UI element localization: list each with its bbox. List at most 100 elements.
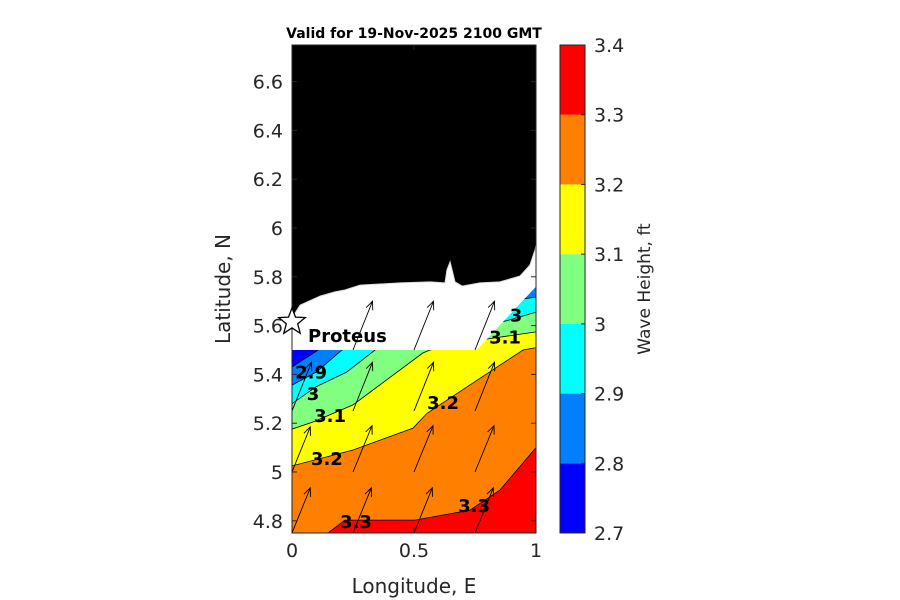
colorbar-tick-label: 3.3 [594,105,624,127]
arrow-shaft [352,425,373,473]
y-tick-label: 6 [271,218,283,240]
colorbar-swatch-3.1 [560,184,585,255]
arrow-head [303,425,311,436]
contour-label: 3 [307,384,320,405]
colorbar-tick-label: 2.8 [594,453,624,475]
y-tick-label: 5.6 [253,316,283,338]
wave-direction-arrow [352,424,373,473]
land-mass [292,45,536,319]
arrow-shaft [292,487,311,533]
station-star-icon [276,306,308,335]
colorbar-frame [559,44,586,534]
contour-line-3.2 [292,347,536,467]
arrow-shaft [292,426,311,473]
arrow-shaft [474,301,495,351]
arrow-head [365,424,373,435]
wave-direction-arrow [474,361,496,412]
y-tick-label: 5 [271,462,283,484]
colorbar-swatch-2.7 [560,463,585,533]
wave-direction-arrow [352,300,374,351]
x-tick-label: 0.5 [399,540,429,562]
wave-direction-arrow [413,361,435,412]
contour-label: 3.2 [311,449,343,470]
colorbar-tick-label: 3.4 [594,35,624,57]
colorbar-swatch-2.8 [560,393,585,464]
contour-label: 3.1 [489,328,521,349]
y-tick-label: 6.6 [253,72,283,94]
x-axis-label: Longitude, E [352,574,477,598]
arrow-shaft [474,362,495,412]
colorbar: 2.7 2.8 2.9 3 3.1 3.2 3.3 3.4 [559,35,624,545]
x-tick-label: 1 [530,540,542,562]
wave-direction-arrow [413,424,434,473]
y-axis-label: Latitude, N [211,234,235,344]
wave-direction-arrow [292,486,311,533]
chart-title: Valid for 19-Nov-2025 2100 GMT [286,26,542,42]
plot-area [292,45,536,533]
y-tick-label: 5.4 [253,364,283,386]
wave-direction-arrow [474,424,495,473]
arrow-head [365,300,374,311]
y-tick-label: 5.2 [253,413,283,435]
arrow-shaft [413,425,434,473]
arrow-shaft [352,301,373,351]
arrow-head [303,486,311,497]
x-tick-label: 0 [286,540,298,562]
colorbar-swatch-3.3 [560,45,585,115]
arrow-head [304,361,313,372]
contour-label: 3 [510,306,523,327]
contour-band-3.3 [292,447,536,533]
colorbar-swatch-2.9 [560,323,585,394]
wave-direction-arrow [474,300,496,351]
colorbar-tick-label: 2.7 [594,523,624,545]
contour-label: 3.2 [427,393,459,414]
arrow-head [487,300,496,311]
arrow-shaft [474,487,494,533]
y-tick-label: 6.2 [253,169,283,191]
colorbar-swatch-3.2 [560,114,585,185]
arrow-head [486,486,494,497]
arrow-head [426,424,434,435]
contour-label: 3.3 [458,496,490,517]
y-tick-label: 5.8 [253,267,283,289]
colorbar-swatch-3 [560,254,585,324]
arrow-shaft [352,362,373,412]
wave-direction-arrow [474,486,494,533]
colorbar-tick-label: 3 [594,314,606,336]
wave-direction-arrow [413,300,435,351]
wave-direction-arrow [352,361,374,412]
arrow-head [426,300,435,311]
station-label: Proteus [308,326,387,347]
arrow-head [364,486,372,497]
contour-label: 3.3 [340,512,372,533]
wave-direction-arrow [292,425,311,473]
colorbar-label: Wave Height, ft [635,223,655,355]
contour-line-3.3 [327,447,536,533]
wave-direction-arrow [352,486,372,533]
y-tick-label: 4.8 [253,511,283,533]
arrow-shaft [413,362,434,412]
arrow-shaft [474,425,495,473]
wave-direction-arrow [413,486,433,533]
contour-line-3 [292,311,536,405]
arrow-head [487,361,496,372]
arrow-shaft [352,487,372,533]
arrow-head [425,486,433,497]
arrow-head [426,361,435,372]
colorbar-tick-label: 3.1 [594,244,624,266]
arrow-shaft [413,301,434,351]
axis-ticks: 0 0.5 1 4.8 5 5.2 5.4 5.6 5.8 6 6.2 6.4 6.6 [253,45,542,562]
contour-label: 2.9 [295,363,327,384]
colorbar-tick-label: 2.9 [594,384,624,406]
arrow-shaft [413,487,433,533]
arrow-head [365,361,374,372]
arrow-head [487,424,495,435]
contour-label: 3.1 [314,406,346,427]
arrow-shaft [292,362,312,412]
contour-band-3.2 [292,347,536,533]
wave-direction-arrow [292,361,313,412]
y-tick-label: 6.4 [253,120,283,142]
colorbar-tick-label: 3.2 [594,174,624,196]
